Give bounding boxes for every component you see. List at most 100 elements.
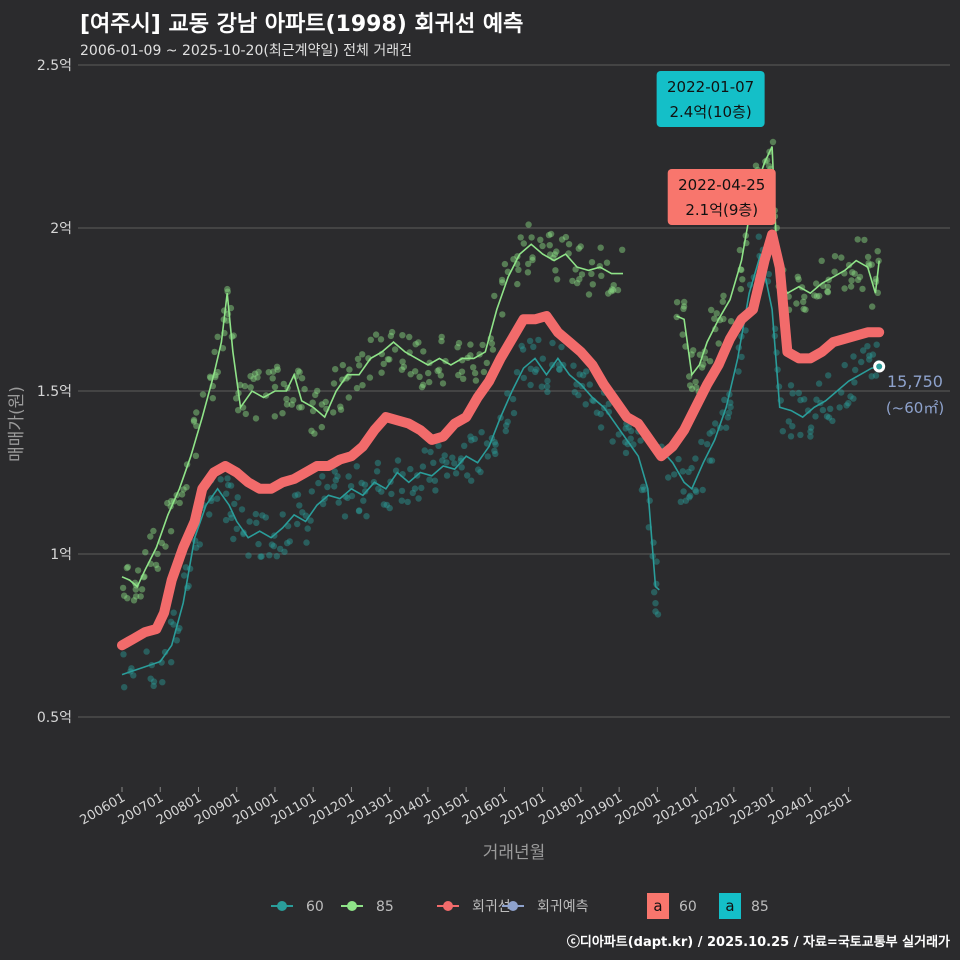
annotation-box	[656, 71, 765, 127]
transaction-point	[298, 375, 306, 382]
transaction-point	[164, 499, 171, 507]
transaction-point	[150, 682, 157, 690]
transaction-point	[852, 366, 859, 374]
transaction-point	[483, 359, 490, 367]
transaction-point	[813, 293, 821, 300]
transaction-point	[294, 491, 302, 498]
transaction-point	[491, 439, 498, 446]
transaction-point	[311, 430, 318, 437]
legend-item: 60	[271, 899, 324, 915]
transaction-point	[813, 280, 820, 287]
transaction-point	[582, 401, 589, 408]
transaction-point	[558, 236, 566, 243]
transaction-point	[510, 409, 518, 417]
transaction-point	[225, 481, 232, 489]
transaction-point	[873, 341, 880, 348]
transaction-point	[682, 497, 690, 504]
transaction-point	[251, 370, 259, 377]
transaction-point	[259, 512, 266, 519]
transaction-point	[299, 509, 306, 516]
transaction-point	[478, 429, 485, 436]
transaction-point	[841, 361, 848, 369]
regression-line	[117, 229, 885, 651]
transaction-point	[471, 435, 478, 443]
transaction-point	[137, 593, 144, 600]
transaction-point	[640, 483, 647, 490]
transaction-point	[687, 492, 694, 499]
transaction-point	[420, 348, 427, 355]
transaction-point	[593, 409, 601, 416]
y-tick-label: 2억	[50, 221, 72, 237]
y-axis-title: 매매가(원)	[7, 386, 27, 462]
transaction-point	[193, 409, 200, 416]
transaction-point	[869, 303, 876, 310]
transaction-point	[223, 490, 230, 497]
transaction-point	[872, 372, 880, 379]
transaction-point	[829, 417, 836, 425]
transaction-point	[622, 425, 629, 432]
transaction-point	[386, 356, 393, 363]
transaction-point	[501, 260, 509, 268]
transaction-point	[213, 495, 221, 502]
transaction-point	[154, 550, 161, 558]
transaction-point	[498, 276, 506, 284]
transaction-point	[483, 440, 491, 447]
transaction-point	[715, 340, 722, 347]
transaction-point	[652, 600, 659, 607]
transaction-point	[150, 527, 157, 535]
transaction-point	[277, 545, 284, 553]
transaction-point	[294, 520, 301, 528]
transaction-point	[869, 351, 877, 358]
transaction-point	[514, 280, 521, 288]
transaction-point	[398, 497, 405, 504]
transaction-point	[804, 407, 812, 414]
transaction-point	[800, 305, 807, 313]
transaction-point	[415, 339, 422, 346]
transaction-point	[435, 366, 443, 373]
transaction-point	[245, 552, 252, 559]
transaction-point	[489, 346, 497, 353]
chart-title: [여주시] 교동 강남 아파트(1998) 회귀선 예측	[80, 12, 524, 37]
transaction-point	[653, 558, 660, 565]
transaction-point	[279, 511, 286, 518]
transaction-point	[430, 459, 437, 466]
transaction-point	[269, 375, 276, 382]
transaction-point	[271, 383, 279, 391]
transaction-point	[426, 378, 433, 386]
transaction-point	[241, 382, 249, 390]
transaction-point	[766, 162, 773, 170]
transaction-point	[180, 486, 187, 493]
transaction-point	[503, 422, 510, 429]
transaction-point	[318, 401, 326, 408]
transaction-point	[795, 276, 802, 283]
transaction-point	[739, 276, 746, 283]
transaction-point	[706, 430, 713, 437]
transaction-point	[547, 230, 555, 238]
transaction-point	[452, 470, 460, 477]
transaction-point	[690, 347, 697, 354]
transaction-point	[651, 589, 658, 596]
transaction-point	[785, 418, 792, 425]
transaction-point	[312, 391, 319, 399]
transaction-point	[242, 410, 249, 418]
transaction-point	[576, 371, 583, 378]
transaction-point	[271, 413, 278, 420]
transaction-point	[279, 410, 286, 417]
transaction-point	[123, 564, 131, 572]
transaction-point	[330, 380, 338, 387]
transaction-point	[366, 374, 374, 381]
transaction-point	[850, 353, 857, 360]
transaction-point	[228, 514, 235, 521]
transaction-point	[309, 399, 316, 406]
transaction-point	[625, 424, 632, 431]
transaction-point	[308, 427, 315, 434]
transaction-point	[314, 387, 321, 395]
transaction-point	[779, 428, 786, 435]
transaction-point	[167, 618, 175, 625]
transaction-point	[252, 510, 259, 518]
transaction-point	[134, 567, 142, 574]
transaction-point	[815, 380, 823, 387]
transaction-point	[426, 476, 433, 483]
transaction-point	[337, 403, 344, 410]
transaction-point	[533, 366, 540, 373]
